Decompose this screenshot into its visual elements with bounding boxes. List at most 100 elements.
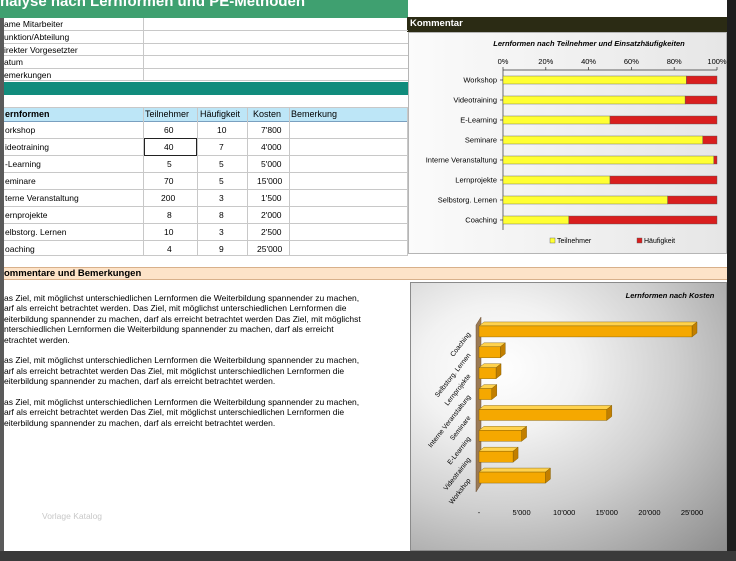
category-label: Workshop: [463, 76, 497, 85]
cell-haeufigkeit[interactable]: 5: [219, 176, 224, 186]
cell-teilnehmer[interactable]: 5: [167, 159, 172, 169]
window-frame-right: [727, 0, 736, 561]
legend-swatch-haeufigkeit: [636, 237, 643, 244]
column-header-bemerkung[interactable]: Bemerkung: [291, 109, 338, 119]
cell-lernform[interactable]: orkshop: [5, 125, 36, 135]
column-header-teilnehmer[interactable]: Teilnehmer: [145, 109, 190, 119]
bar-haeufigkeit: [686, 75, 718, 85]
bar-top-face: [478, 321, 698, 327]
column-divider: [407, 108, 408, 256]
info-value-cell[interactable]: [143, 68, 408, 81]
comments-text-area[interactable]: as Ziel, mit möglichst unterschiedlichen…: [4, 293, 404, 439]
info-row-remarks[interactable]: emerkungen: [4, 68, 408, 81]
cell-lernform[interactable]: oaching: [5, 244, 35, 254]
x-tick-label: 20%: [538, 57, 553, 66]
cell-lernform[interactable]: terne Veranstaltung: [5, 193, 79, 203]
info-label: atum: [4, 57, 23, 67]
info-row-function[interactable]: unktion/Abteilung: [4, 31, 408, 44]
cell-lernform[interactable]: ernprojekte: [5, 210, 48, 220]
cell-kosten[interactable]: 2'000: [261, 210, 282, 220]
info-row-date[interactable]: atum: [4, 56, 408, 69]
cell-lernform[interactable]: ideotraining: [5, 142, 49, 152]
bar-teilnehmer: [502, 115, 611, 125]
bar-kosten: [478, 367, 497, 379]
info-row-name[interactable]: ame Mitarbeiter: [4, 18, 408, 31]
info-value-cell[interactable]: [143, 18, 408, 30]
bar-kosten: [478, 430, 522, 442]
comment-line: etrachtet werden.: [4, 334, 70, 345]
column-divider: [289, 108, 290, 256]
cell-kosten[interactable]: 5'000: [261, 159, 282, 169]
x-tick-label: 80%: [667, 57, 682, 66]
cell-haeufigkeit[interactable]: 5: [219, 159, 224, 169]
bar-teilnehmer: [502, 95, 686, 105]
x-tick-label: 60%: [624, 57, 639, 66]
comment-paragraph: as Ziel, mit möglichst unterschiedlichen…: [4, 355, 404, 386]
table-row[interactable]: elbstorg. Lernen 10 3 2'500: [4, 224, 408, 241]
legend-swatch-teilnehmer: [549, 237, 556, 244]
column-divider: [247, 108, 248, 256]
sheet-title: nalyse nach Lernformen und PE-Methoden: [0, 0, 306, 10]
window-frame-bottom: [0, 551, 736, 561]
table-row[interactable]: orkshop 60 10 7'800: [4, 122, 408, 139]
comment-line: eiterbildung spannender zu machen, darf …: [4, 313, 361, 324]
cell-kosten[interactable]: 25'000: [257, 244, 283, 254]
cell-haeufigkeit[interactable]: 8: [219, 210, 224, 220]
cell-kosten[interactable]: 2'500: [261, 227, 282, 237]
table-row[interactable]: ideotraining 40 7 4'000: [4, 139, 408, 156]
cell-lernform[interactable]: elbstorg. Lernen: [5, 227, 67, 237]
selected-cell-outline[interactable]: [144, 138, 197, 156]
column-header-lernformen[interactable]: ernformen: [5, 109, 50, 119]
info-label: irekter Vorgesetzter: [4, 44, 78, 55]
chart-kosten[interactable]: Lernformen nach Kosten Coaching Selbstorg…: [410, 282, 727, 551]
cell-lernform[interactable]: -Learning: [5, 159, 41, 169]
bar-haeufigkeit: [667, 195, 718, 205]
x-tick-label: 100%: [707, 57, 727, 66]
comment-line: arf als erreicht betrachtet werden. Das …: [4, 303, 347, 314]
info-value-cell[interactable]: [143, 31, 408, 43]
table-row[interactable]: -Learning 5 5 5'000: [4, 156, 408, 173]
bar-haeufigkeit: [568, 215, 718, 225]
info-label: ame Mitarbeiter: [4, 19, 64, 29]
table-row[interactable]: terne Veranstaltung 200 3 1'500: [4, 190, 408, 207]
bar-teilnehmer: [502, 155, 715, 165]
table-row[interactable]: eminare 70 5 15'000: [4, 173, 408, 190]
category-label: E-Learning: [460, 116, 497, 125]
cell-haeufigkeit[interactable]: 3: [219, 193, 224, 203]
cell-haeufigkeit[interactable]: 7: [219, 142, 224, 152]
cell-teilnehmer[interactable]: 70: [164, 176, 174, 186]
cell-kosten[interactable]: 1'500: [261, 193, 282, 203]
cell-teilnehmer[interactable]: 4: [167, 244, 172, 254]
info-value-cell[interactable]: [143, 43, 408, 56]
bar-top-face: [478, 446, 519, 452]
cell-kosten[interactable]: 7'800: [261, 125, 282, 135]
comment-line: nterschiedlichen Lernformen die Weiterbi…: [4, 324, 334, 335]
bar-kosten: [478, 325, 693, 338]
info-row-supervisor[interactable]: irekter Vorgesetzter: [4, 43, 408, 56]
cell-teilnehmer[interactable]: 60: [164, 125, 174, 135]
category-label: Coaching: [465, 216, 497, 225]
cell-teilnehmer[interactable]: 8: [167, 210, 172, 220]
x-tick-label: 20'000: [638, 508, 660, 517]
column-header-haeufigkeit[interactable]: Häufigkeit: [200, 109, 241, 119]
column-header-kosten[interactable]: Kosten: [253, 109, 282, 119]
comment-line: arf als erreicht betrachtet werden Das Z…: [4, 407, 345, 418]
cell-teilnehmer[interactable]: 40: [164, 142, 174, 152]
cell-teilnehmer[interactable]: 10: [164, 227, 174, 237]
teal-separator-band: [4, 82, 408, 95]
cell-lernform[interactable]: eminare: [5, 176, 36, 186]
cell-kosten[interactable]: 4'000: [261, 142, 282, 152]
info-value-cell[interactable]: [143, 56, 408, 68]
cell-haeufigkeit[interactable]: 3: [219, 227, 224, 237]
back-wall: [475, 316, 482, 493]
chart-teilnehmer-haeufigkeit[interactable]: Lernformen nach Teilnehmer und Einsatzhä…: [408, 32, 727, 254]
table-row[interactable]: ernprojekte 8 8 2'000: [4, 207, 408, 224]
cell-teilnehmer[interactable]: 200: [161, 193, 176, 203]
bar-teilnehmer: [502, 215, 570, 225]
blank-row[interactable]: [4, 95, 408, 108]
cell-haeufigkeit[interactable]: 9: [219, 244, 224, 254]
cell-kosten[interactable]: 15'000: [257, 176, 283, 186]
table-row[interactable]: oaching 4 9 25'000: [4, 241, 408, 256]
cell-haeufigkeit[interactable]: 10: [217, 125, 227, 135]
window-frame-left: [0, 0, 4, 561]
